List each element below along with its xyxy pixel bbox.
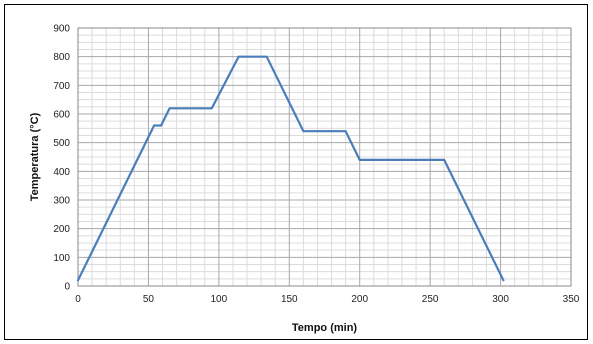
y-tick-label: 400 bbox=[53, 167, 70, 178]
y-tick-label: 200 bbox=[53, 224, 70, 235]
x-axis-title: Tempo (min) bbox=[292, 322, 358, 334]
y-tick-label: 100 bbox=[53, 253, 70, 264]
y-tick-label: 500 bbox=[53, 138, 70, 149]
y-tick-label: 800 bbox=[53, 52, 70, 63]
x-tick-label: 300 bbox=[492, 294, 509, 305]
x-tick-label: 0 bbox=[75, 294, 81, 305]
x-tick-label: 150 bbox=[281, 294, 298, 305]
x-tick-label: 200 bbox=[351, 294, 368, 305]
y-tick-label: 300 bbox=[53, 196, 70, 207]
x-tick-label: 350 bbox=[563, 294, 580, 305]
y-axis-title: Temperatura (°C) bbox=[29, 112, 41, 201]
y-axis-tick-labels: 0 100 200 300 400 500 600 700 800 900 bbox=[53, 24, 70, 293]
x-tick-label: 50 bbox=[143, 294, 155, 305]
series-layer bbox=[76, 55, 505, 282]
x-axis-tick-labels: 0 50 100 150 200 250 300 350 bbox=[75, 294, 580, 305]
x-tick-label: 250 bbox=[422, 294, 439, 305]
chart-border bbox=[4, 4, 588, 340]
temperature-series-line bbox=[76, 55, 505, 282]
plot-area-border bbox=[77, 27, 572, 287]
y-tick-label: 700 bbox=[53, 81, 70, 92]
y-tick-label: 0 bbox=[64, 282, 70, 293]
minor-gridlines bbox=[78, 28, 571, 286]
y-tick-label: 900 bbox=[53, 24, 70, 35]
y-tick-label: 600 bbox=[53, 110, 70, 121]
x-tick-label: 100 bbox=[211, 294, 228, 305]
